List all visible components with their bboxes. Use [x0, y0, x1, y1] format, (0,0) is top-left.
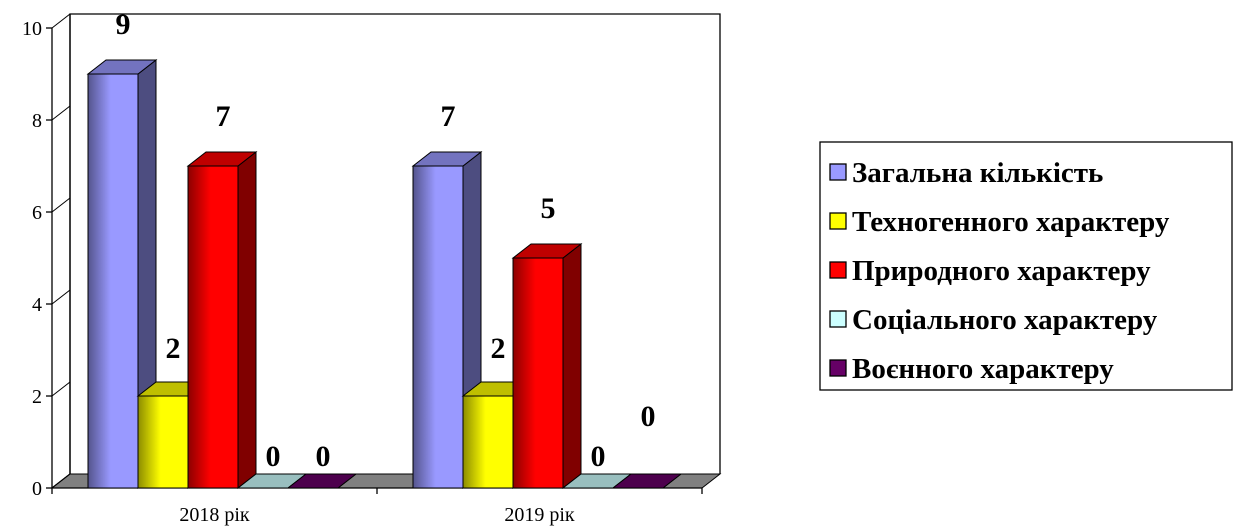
bar-side — [237, 150, 257, 490]
legend-label: Воєнного характеру — [852, 353, 1114, 385]
data-label: 9 — [116, 8, 131, 41]
y-tick-depth-line — [51, 197, 71, 213]
bar — [86, 58, 158, 490]
data-label: 0 — [591, 440, 606, 473]
bars — [86, 58, 683, 490]
data-labels: 9 2 7 0 0 7 2 5 0 0 — [116, 8, 656, 473]
data-label: 0 — [641, 400, 656, 433]
data-label: 7 — [216, 100, 231, 133]
y-tick-label: 2 — [32, 386, 42, 408]
y-tick-label: 4 — [32, 294, 42, 316]
legend-label: Техногенного характеру — [852, 206, 1170, 238]
legend-label: Соціального характеру — [852, 304, 1158, 336]
y-tick-label: 10 — [22, 18, 42, 40]
x-tick-label: 2019 рік — [504, 504, 575, 526]
bar-front — [412, 165, 464, 489]
bar-top — [611, 473, 683, 489]
legend-label: Природного характеру — [852, 255, 1151, 287]
bar-front — [187, 165, 239, 489]
data-label: 2 — [491, 332, 506, 365]
bar — [286, 473, 358, 489]
y-tick-depth-line — [51, 13, 71, 29]
bar — [611, 473, 683, 489]
x-axis: 2018 рік 2019 рік — [51, 487, 703, 526]
bar-top — [286, 473, 358, 489]
y-tick-depth-line — [51, 105, 71, 121]
legend-swatch — [829, 310, 847, 328]
y-tick-depth-line — [51, 381, 71, 397]
data-label: 2 — [166, 332, 181, 365]
legend-swatch — [829, 359, 847, 377]
y-tick-label: 8 — [32, 110, 42, 132]
data-label: 7 — [441, 100, 456, 133]
y-axis: 0 2 4 6 8 10 — [22, 13, 71, 500]
bar — [186, 150, 258, 490]
y-tick-depth-line — [51, 289, 71, 305]
x-tick-label: 2018 рік — [179, 504, 250, 526]
bar-front — [462, 395, 514, 489]
bar-side — [562, 242, 582, 490]
legend-swatch — [829, 212, 847, 230]
legend-swatch — [829, 163, 847, 181]
legend-box — [819, 141, 1233, 391]
bar-front — [87, 73, 139, 489]
y-tick-label: 0 — [32, 478, 42, 500]
bar — [511, 242, 583, 490]
legend: Загальна кількість Техногенного характеру… — [819, 141, 1233, 391]
y-tick-depth-line — [51, 473, 71, 489]
bar-front — [137, 395, 189, 489]
data-label: 0 — [266, 440, 281, 473]
legend-swatch — [829, 261, 847, 279]
data-label: 5 — [541, 192, 556, 225]
bar-front — [512, 257, 564, 489]
legend-label: Загальна кількість — [852, 157, 1103, 189]
y-tick-label: 6 — [32, 202, 42, 224]
data-label: 0 — [316, 440, 331, 473]
